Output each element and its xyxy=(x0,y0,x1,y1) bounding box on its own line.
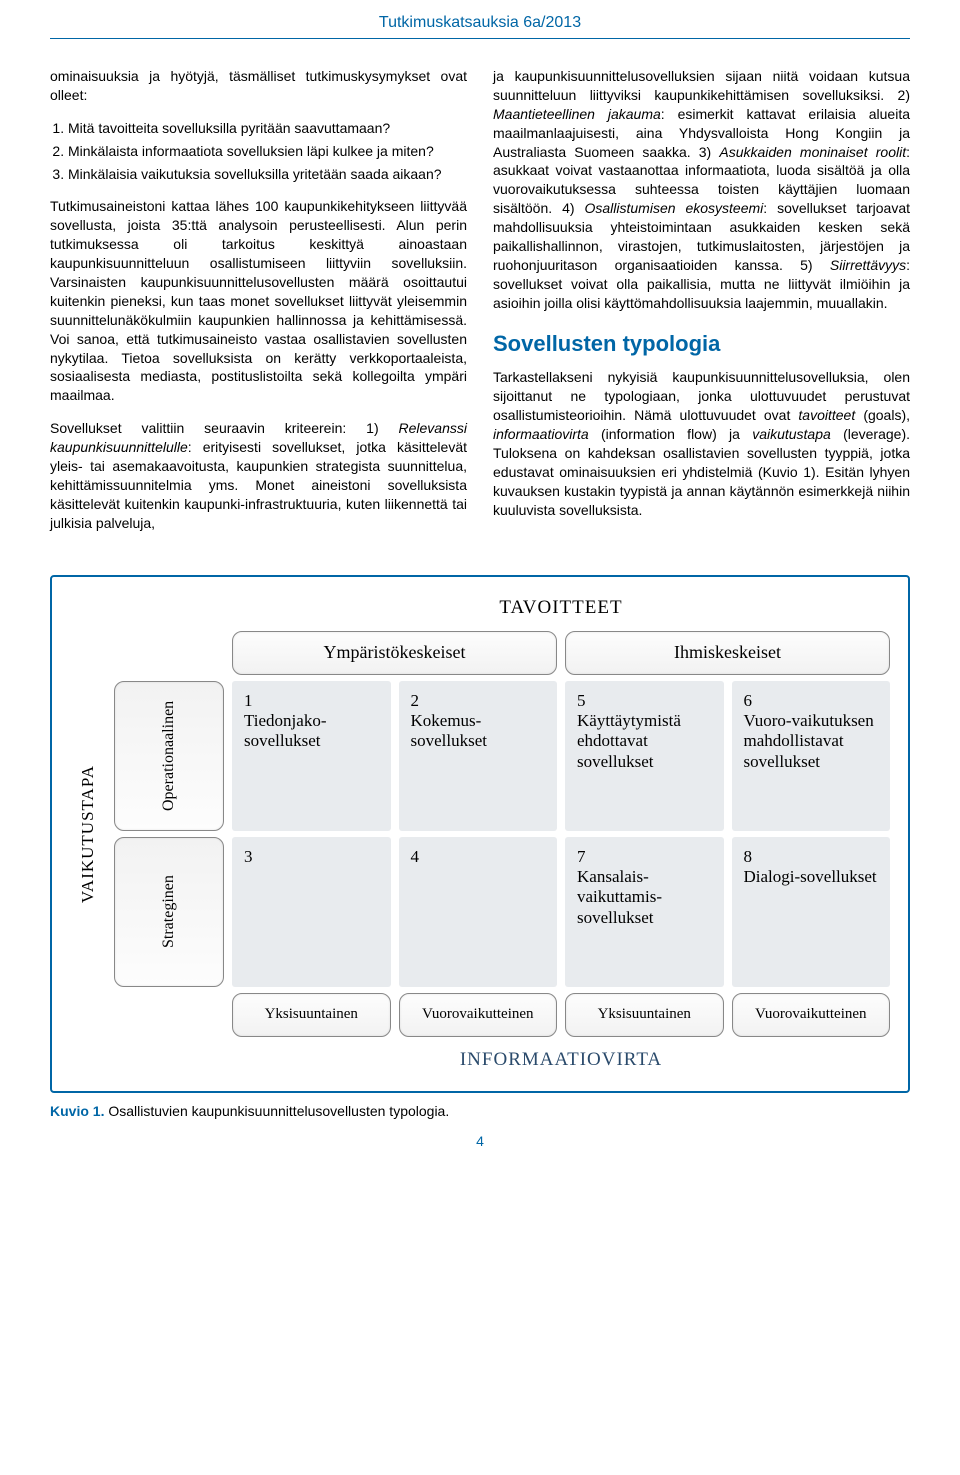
question-3: Minkälaisia vaikutuksia sovelluksilla yr… xyxy=(68,165,467,184)
cell-5: 5 Käyttäytymistä ehdottavat sovellukset xyxy=(565,681,724,831)
header-title: Tutkimuskatsauksia 6a/2013 xyxy=(379,14,581,31)
research-questions: Mitä tavoitteita sovelluksilla pyritään … xyxy=(68,119,467,184)
goals-human-box: Ihmiskeskeiset xyxy=(565,631,890,675)
figure-caption: Kuvio 1. Osallistuvien kaupunkisuunnitte… xyxy=(50,1103,910,1119)
caption-label: Kuvio 1. xyxy=(50,1103,104,1119)
cell-6: 6 Vuoro-vaikutuksen mahdollistavat sovel… xyxy=(732,681,891,831)
cell-6-label: Vuoro-vaikutuksen mahdollistavat sovellu… xyxy=(744,711,879,772)
flow-yksi-2: Yksisuuntainen xyxy=(565,993,724,1037)
question-2: Minkälaista informaatiota sovelluksien l… xyxy=(68,142,467,161)
cell-8-label: Dialogi-sovellukset xyxy=(744,867,879,887)
cell-3-num: 3 xyxy=(244,847,379,867)
intro-text: ominaisuuksia ja hyötyjä, täsmälliset tu… xyxy=(50,67,467,105)
cell-2: 2 Kokemus-sovellukset xyxy=(399,681,558,831)
cell-1: 1 Tiedonjako-sovellukset xyxy=(232,681,391,831)
page-number: 4 xyxy=(50,1133,910,1149)
cell-4: 4 xyxy=(399,837,558,987)
axis-title-vaikutustapa: VAIKUTUSTAPA xyxy=(78,765,98,903)
cell-4-num: 4 xyxy=(411,847,546,867)
cell-7: 7 Kansalais-vaikuttamis-sovellukset xyxy=(565,837,724,987)
axis-title-tavoitteet: TAVOITTEET xyxy=(232,597,890,619)
cell-1-num: 1 xyxy=(244,691,379,711)
cell-5-num: 5 xyxy=(577,691,712,711)
cell-8-num: 8 xyxy=(744,847,879,867)
right-paragraph-1: ja kaupunkisuunnittelusovelluksien sijaa… xyxy=(493,67,910,313)
cell-6-num: 6 xyxy=(744,691,879,711)
question-1: Mitä tavoitteita sovelluksilla pyritään … xyxy=(68,119,467,138)
cell-2-num: 2 xyxy=(411,691,546,711)
axis-title-informaatiovirta: INFORMAATIOVIRTA xyxy=(232,1049,890,1071)
leverage-operational-box: Operationaalinen xyxy=(114,681,224,831)
flow-vuoro-1: Vuorovaikutteinen xyxy=(399,993,558,1037)
goals-env-box: Ympäristökeskeiset xyxy=(232,631,557,675)
cell-8: 8 Dialogi-sovellukset xyxy=(732,837,891,987)
two-column-body: ominaisuuksia ja hyötyjä, täsmälliset tu… xyxy=(50,67,910,547)
cell-7-num: 7 xyxy=(577,847,712,867)
right-paragraph-2: Tarkastellakseni nykyisiä kaupunkisuunni… xyxy=(493,368,910,519)
flow-yksi-1: Yksisuuntainen xyxy=(232,993,391,1037)
page-header: Tutkimuskatsauksia 6a/2013 xyxy=(50,0,910,39)
section-title-typology: Sovellusten typologia xyxy=(493,329,910,359)
leverage-strategic-box: Strateginen xyxy=(114,837,224,987)
diagram-grid: TAVOITTEET VAIKUTUSTAPA Ympäristökeskeis… xyxy=(70,591,890,1077)
caption-text: Osallistuvien kaupunkisuunnittelusovellu… xyxy=(104,1103,449,1119)
typology-diagram: TAVOITTEET VAIKUTUSTAPA Ympäristökeskeis… xyxy=(50,575,910,1093)
flow-vuoro-2: Vuorovaikutteinen xyxy=(732,993,891,1037)
cell-7-label: Kansalais-vaikuttamis-sovellukset xyxy=(577,867,712,928)
right-column: ja kaupunkisuunnittelusovelluksien sijaa… xyxy=(493,67,910,547)
cell-1-label: Tiedonjako-sovellukset xyxy=(244,711,379,752)
left-paragraph-3: Sovellukset valittiin seuraavin kriteere… xyxy=(50,419,467,532)
left-paragraph-2: Tutkimusaineistoni kattaa lähes 100 kaup… xyxy=(50,197,467,405)
left-column: ominaisuuksia ja hyötyjä, täsmälliset tu… xyxy=(50,67,467,547)
cell-5-label: Käyttäytymistä ehdottavat sovellukset xyxy=(577,711,712,772)
cell-2-label: Kokemus-sovellukset xyxy=(411,711,546,752)
cell-3: 3 xyxy=(232,837,391,987)
